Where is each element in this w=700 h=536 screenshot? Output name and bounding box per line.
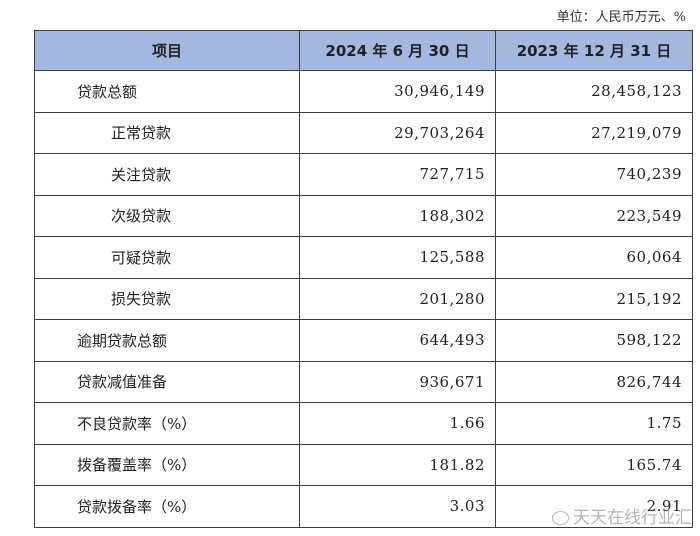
row-label: 正常贷款 [34,111,300,154]
table-row: 贷款减值准备 936,671 826,744 [34,360,693,403]
table-row: 次级贷款 188,302 223,549 [34,194,693,237]
row-label: 不良贷款率（%） [34,402,300,445]
weibo-icon [552,511,569,525]
row-label: 损失贷款 [34,277,300,320]
table-row: 逾期贷款总额 644,493 598,122 [34,319,693,362]
row-label: 贷款总额 [34,70,300,113]
value-2023: 740,239 [495,153,693,196]
value-2024: 29,703,264 [299,111,496,154]
header-2024: 2024 年 6 月 30 日 [299,30,496,71]
watermark-text: 天天在线行业汇 [573,508,692,528]
row-label: 贷款拨备率（%） [34,485,300,528]
unit-note: 单位：人民币万元、% [556,10,686,25]
table-row: 可疑贷款 125,588 60,064 [34,236,693,279]
value-2024: 1.66 [299,402,496,445]
value-2024: 644,493 [299,319,496,362]
table-row: 不良贷款率（%） 1.66 1.75 [34,402,693,445]
row-label: 贷款减值准备 [34,360,300,403]
row-label: 可疑贷款 [34,236,300,279]
table-header-row: 项目 2024 年 6 月 30 日 2023 年 12 月 31 日 [34,30,693,71]
value-2023: 28,458,123 [495,70,693,113]
value-2024: 936,671 [299,360,496,403]
value-2024: 3.03 [299,485,496,528]
value-2023: 60,064 [495,236,693,279]
value-2023: 1.75 [495,402,693,445]
value-2023: 598,122 [495,319,693,362]
table-row: 关注贷款 727,715 740,239 [34,153,693,196]
value-2024: 181.82 [299,443,496,486]
table-row: 贷款拨备率（%） 3.03 2.91 [34,485,693,528]
value-2024: 30,946,149 [299,70,496,113]
table-row: 贷款总额 30,946,149 28,458,123 [34,70,693,113]
value-2023: 2.91 [495,485,693,528]
row-label: 逾期贷款总额 [34,319,300,362]
loan-quality-table: 项目 2024 年 6 月 30 日 2023 年 12 月 31 日 贷款总额… [34,30,693,528]
value-2024: 125,588 [299,236,496,279]
row-label: 拨备覆盖率（%） [34,443,300,486]
value-2024: 188,302 [299,194,496,237]
watermark: 天天在线行业汇 [552,503,692,528]
value-2023: 215,192 [495,277,693,320]
value-2023: 826,744 [495,360,693,403]
value-2023: 27,219,079 [495,111,693,154]
table-row: 正常贷款 29,703,264 27,219,079 [34,111,693,154]
value-2024: 201,280 [299,277,496,320]
value-2023: 165.74 [495,443,693,486]
row-label: 关注贷款 [34,153,300,196]
header-2023: 2023 年 12 月 31 日 [495,30,693,71]
table-row: 拨备覆盖率（%） 181.82 165.74 [34,443,693,486]
header-item: 项目 [34,30,300,71]
row-label: 次级贷款 [34,194,300,237]
value-2023: 223,549 [495,194,693,237]
value-2024: 727,715 [299,153,496,196]
table-row: 损失贷款 201,280 215,192 [34,277,693,320]
